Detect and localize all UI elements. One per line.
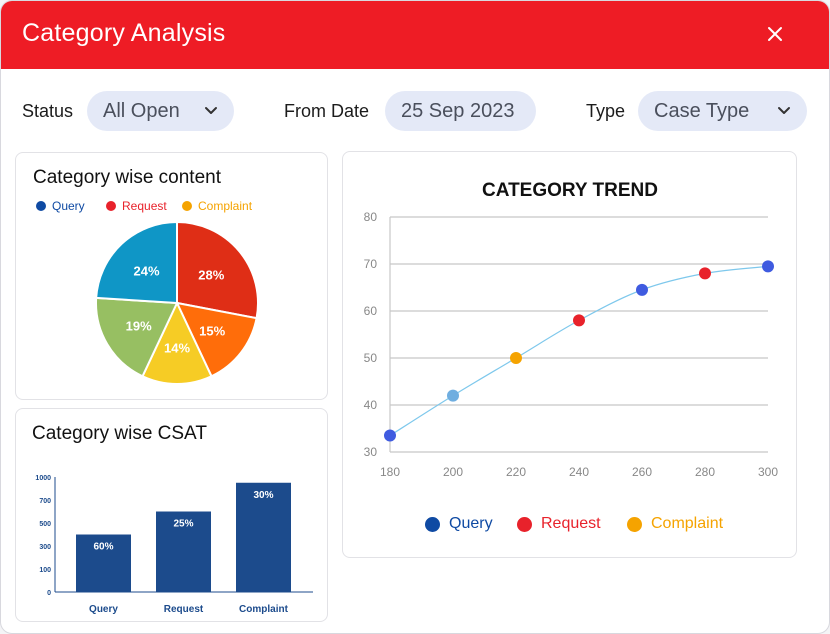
legend-dot <box>182 201 192 211</box>
y-tick-label: 0 <box>47 590 51 597</box>
bar-chart: 0 100 300 500 700 1000 60% Query 25% Request 30% Co… <box>35 475 313 615</box>
bar-data-label: 25% <box>173 519 193 530</box>
y-tick-label: 100 <box>39 567 51 574</box>
legend-label: Complaint <box>651 515 724 532</box>
content-legend-complaint: Complaint <box>182 199 252 213</box>
content-card-title: Category wise content <box>33 167 221 188</box>
from-date-label: From Date <box>284 101 370 121</box>
category-trend-card: CATEGORY TREND 30 40 50 60 70 80 180 200 220 240 2… <box>342 151 797 558</box>
legend-label: Query <box>52 199 85 213</box>
pie-slice <box>95 296 179 378</box>
trend-line <box>389 265 769 437</box>
content-legend-request: Request <box>106 199 167 213</box>
line-chart: CATEGORY TREND 30 40 50 60 70 80 180 200 220 240 2… <box>364 180 779 479</box>
trend-point <box>447 389 459 402</box>
pie-chart: 28% 15% 14% 19% 24% <box>95 220 259 385</box>
legend-dot <box>517 516 532 532</box>
trend-legend-request: Request <box>517 515 601 533</box>
status-value: All Open <box>103 99 180 122</box>
y-tick-label: 60 <box>364 304 378 318</box>
y-tick-label: 40 <box>364 398 378 412</box>
pie-slice-label: 15% <box>199 323 225 338</box>
category-csat-card: Category wise CSAT 0 100 300 500 700 1000 60% Q… <box>15 408 328 622</box>
type-label: Type <box>586 101 626 121</box>
x-tick-label: 240 <box>569 465 589 479</box>
title-bar: Category Analysis <box>1 1 829 69</box>
x-tick-label: 280 <box>695 465 715 479</box>
trend-title: CATEGORY TREND <box>482 180 658 201</box>
trend-point <box>510 352 522 364</box>
y-tick-label: 1000 <box>35 475 51 482</box>
from-date-field[interactable]: 25 Sep 2023 <box>385 91 536 131</box>
status-label: Status <box>22 101 74 121</box>
trend-point <box>762 260 774 273</box>
y-tick-label: 700 <box>39 498 51 505</box>
x-tick-label: Request <box>164 604 204 615</box>
legend-label: Request <box>122 199 167 213</box>
x-tick-label: 200 <box>443 465 463 479</box>
legend-dot <box>106 201 116 211</box>
legend-dot <box>627 516 642 532</box>
y-tick-label: 30 <box>364 445 378 459</box>
from-date-value: 25 Sep 2023 <box>401 99 515 122</box>
pie-slice <box>141 300 213 385</box>
content-legend-query: Query <box>36 199 85 213</box>
x-tick-label: 180 <box>380 465 400 479</box>
legend-label: Complaint <box>198 199 253 213</box>
pie-slice-label: 24% <box>133 264 159 279</box>
y-tick-label: 80 <box>364 210 378 224</box>
legend-dot <box>36 201 46 211</box>
chevron-down-icon <box>205 107 217 114</box>
trend-point <box>699 267 711 280</box>
legend-dot <box>425 516 440 532</box>
window-title: Category Analysis <box>22 19 226 47</box>
trend-legend-query: Query <box>425 515 493 533</box>
y-tick-label: 50 <box>364 351 378 365</box>
bar-data-label: 30% <box>253 490 273 501</box>
y-tick-label: 500 <box>39 521 51 528</box>
category-content-card: Category wise content Query Request Comp… <box>15 152 328 400</box>
legend-label: Request <box>541 515 601 532</box>
y-tick-label: 70 <box>364 257 378 271</box>
type-value: Case Type <box>654 99 750 122</box>
pie-slice <box>175 301 258 378</box>
x-tick-label: Complaint <box>239 604 289 615</box>
x-tick-label: Query <box>89 604 118 615</box>
trend-point <box>384 429 396 442</box>
x-tick-label: 220 <box>506 465 526 479</box>
pie-slice-label: 19% <box>126 319 152 334</box>
pie-slice <box>176 220 259 320</box>
bar <box>76 534 131 592</box>
type-dropdown[interactable]: Case Type <box>638 91 807 131</box>
trend-legend-complaint: Complaint <box>627 515 723 533</box>
pie-slice-label: 28% <box>198 268 224 283</box>
bar-data-label: 60% <box>93 542 113 553</box>
x-tick-label: 300 <box>758 465 778 479</box>
y-tick-label: 300 <box>39 544 51 551</box>
legend-label: Query <box>449 515 493 532</box>
x-tick-label: 260 <box>632 465 652 479</box>
pie-slice-label: 14% <box>164 341 190 356</box>
chevron-down-icon <box>778 107 790 114</box>
csat-card-title: Category wise CSAT <box>32 423 207 444</box>
bar <box>156 511 211 592</box>
close-icon[interactable] <box>762 21 788 47</box>
trend-point <box>573 314 585 327</box>
bar <box>236 482 291 592</box>
trend-point <box>636 283 648 296</box>
pie-slice <box>95 220 178 305</box>
status-dropdown[interactable]: All Open <box>87 91 234 131</box>
